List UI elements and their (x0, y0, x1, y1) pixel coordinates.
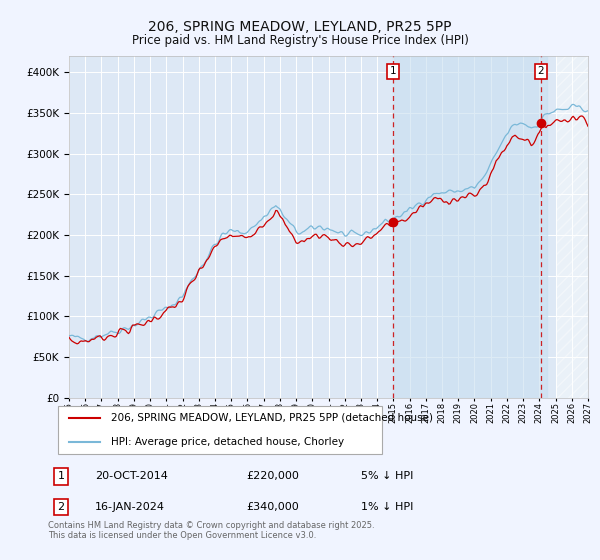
Text: 1% ↓ HPI: 1% ↓ HPI (361, 502, 413, 512)
Text: Price paid vs. HM Land Registry's House Price Index (HPI): Price paid vs. HM Land Registry's House … (131, 34, 469, 46)
Text: 5% ↓ HPI: 5% ↓ HPI (361, 472, 413, 482)
Text: 206, SPRING MEADOW, LEYLAND, PR25 5PP (detached house): 206, SPRING MEADOW, LEYLAND, PR25 5PP (d… (110, 413, 433, 423)
Text: Contains HM Land Registry data © Crown copyright and database right 2025.
This d: Contains HM Land Registry data © Crown c… (48, 521, 374, 540)
Text: 2: 2 (538, 67, 544, 76)
Text: 1: 1 (390, 67, 397, 76)
Text: 1: 1 (58, 472, 65, 482)
Text: 20-OCT-2014: 20-OCT-2014 (95, 472, 168, 482)
Text: £220,000: £220,000 (247, 472, 299, 482)
Text: HPI: Average price, detached house, Chorley: HPI: Average price, detached house, Chor… (110, 437, 344, 447)
FancyBboxPatch shape (58, 406, 382, 454)
Text: 16-JAN-2024: 16-JAN-2024 (95, 502, 165, 512)
Bar (394, 56, 547, 398)
Text: 2: 2 (58, 502, 65, 512)
Text: 206, SPRING MEADOW, LEYLAND, PR25 5PP: 206, SPRING MEADOW, LEYLAND, PR25 5PP (148, 20, 452, 34)
Bar (556, 56, 588, 398)
Text: £340,000: £340,000 (247, 502, 299, 512)
